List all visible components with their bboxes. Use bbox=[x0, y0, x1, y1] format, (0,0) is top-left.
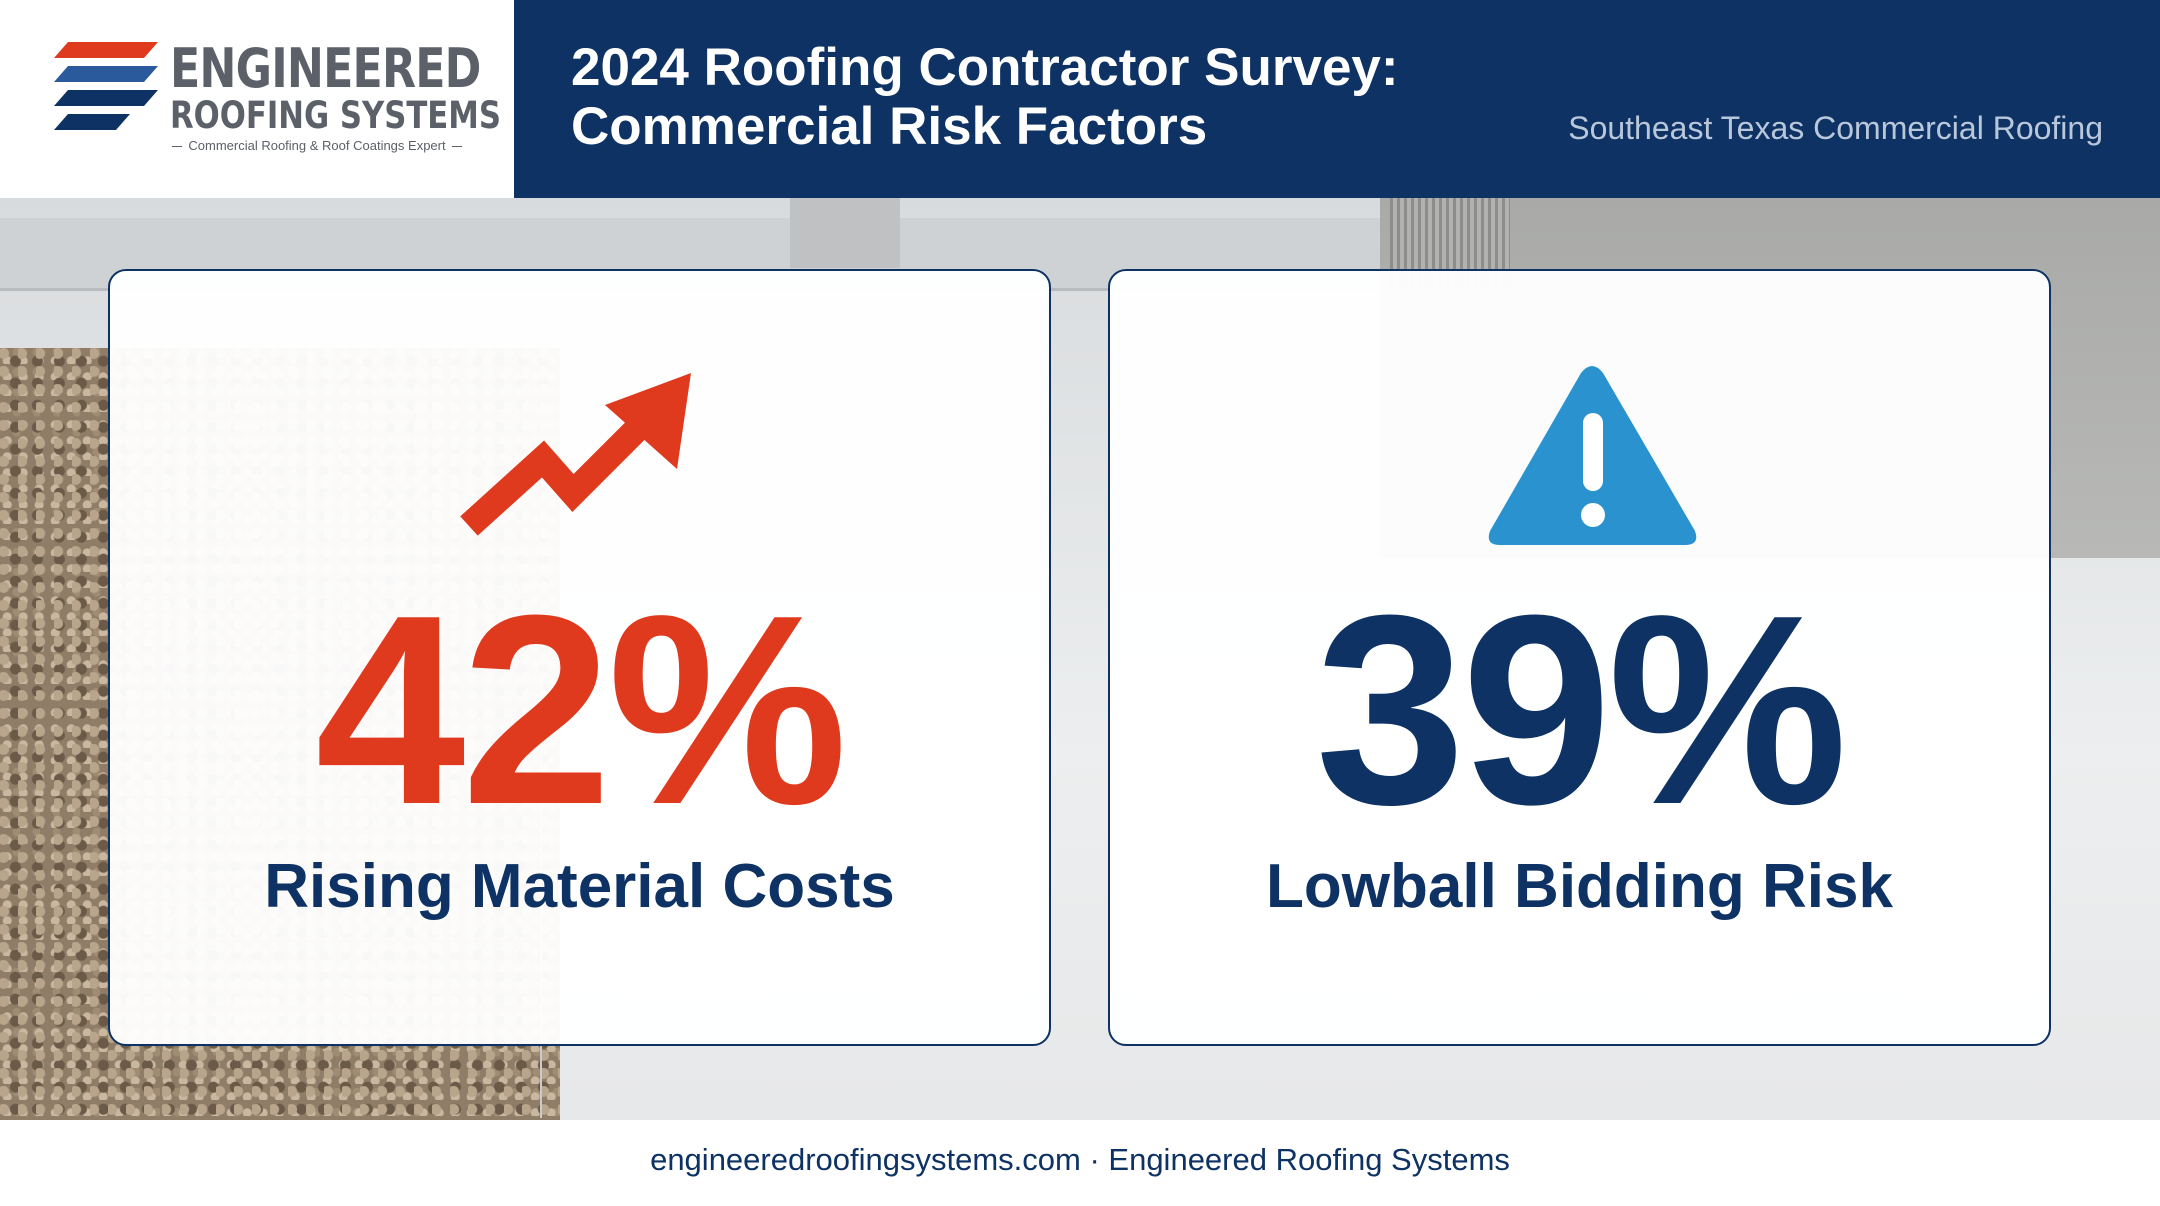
footer-website-link[interactable]: engineeredroofingsystems.com · Engineere… bbox=[650, 1142, 1510, 1177]
tagline-rule-right bbox=[451, 145, 462, 147]
logo-tagline-text: Commercial Roofing & Roof Coatings Exper… bbox=[188, 138, 446, 153]
logo-name-line1: ENGINEERED bbox=[170, 37, 481, 100]
trending-up-arrow-icon bbox=[460, 373, 691, 536]
stat-label: Rising Material Costs bbox=[264, 852, 895, 921]
stat-value: 39% bbox=[1315, 560, 1847, 861]
header-banner: ENGINEERED ROOFING SYSTEMS Commercial Ro… bbox=[0, 0, 2160, 198]
brand-logo[interactable]: ENGINEERED ROOFING SYSTEMS Commercial Ro… bbox=[0, 0, 514, 198]
title-line2: Commercial Risk Factors bbox=[571, 97, 1208, 156]
region-subtitle: Southeast Texas Commercial Roofing bbox=[1568, 110, 2103, 146]
page-title: 2024 Roofing Contractor Survey: Commerci… bbox=[571, 38, 1471, 156]
title-line1: 2024 Roofing Contractor Survey: bbox=[571, 38, 1399, 97]
stat-card-lowball-bidding: 39% Lowball Bidding Risk bbox=[1108, 269, 2051, 1046]
footer: engineeredroofingsystems.com · Engineere… bbox=[0, 1120, 2160, 1206]
warning-triangle-icon bbox=[1488, 366, 1697, 545]
stat-value: 42% bbox=[315, 560, 847, 861]
stat-card-material-costs: 42% Rising Material Costs bbox=[108, 269, 1051, 1046]
stat-label: Lowball Bidding Risk bbox=[1266, 852, 1893, 921]
roof-curb-unit bbox=[790, 198, 900, 268]
logo-tagline: Commercial Roofing & Roof Coatings Exper… bbox=[172, 138, 462, 154]
logo-name-line2: ROOFING SYSTEMS bbox=[170, 94, 501, 137]
tagline-rule-left bbox=[172, 145, 183, 147]
logo-stripes-icon bbox=[54, 42, 158, 130]
